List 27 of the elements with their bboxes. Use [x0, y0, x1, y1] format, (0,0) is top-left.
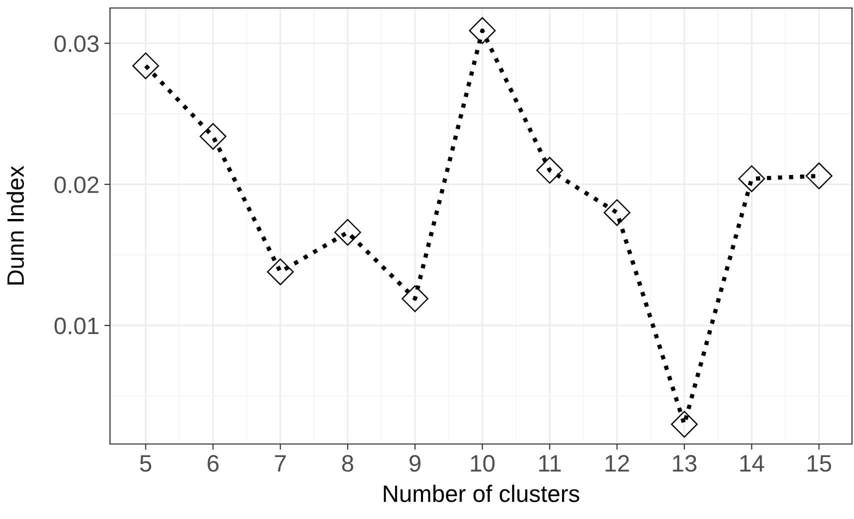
- y-axis-title: Dunn Index: [6, 166, 24, 284]
- point: [670, 410, 698, 438]
- point: [200, 123, 226, 150]
- x-axis-title: Number of clusters: [384, 484, 580, 502]
- x-tick-label: 8: [342, 455, 354, 472]
- x-tick-label: 11: [539, 455, 561, 472]
- x-tick-label: 9: [410, 455, 420, 472]
- x-tick-label: 6: [208, 455, 219, 472]
- point: [468, 17, 496, 44]
- x-tick-label: 7: [274, 455, 286, 472]
- x-tick-label: 10: [471, 455, 495, 472]
- point: [806, 162, 832, 190]
- x-tick-label: 5: [140, 455, 152, 472]
- x-tick-label: 14: [740, 455, 764, 472]
- x-tick-label: 12: [606, 455, 629, 472]
- point: [604, 199, 630, 226]
- point: [536, 156, 564, 184]
- y-tick-label: 0.01: [54, 318, 98, 334]
- y-tick-label: 0.02: [54, 176, 98, 194]
- point: [334, 218, 362, 246]
- y-tick-label: 0.03: [54, 35, 99, 52]
- point: [402, 285, 428, 312]
- point: [738, 165, 766, 192]
- point: [266, 258, 294, 286]
- x-tick-label: 15: [808, 455, 832, 472]
- x-tick-label: 13: [673, 455, 696, 472]
- point: [132, 52, 160, 80]
